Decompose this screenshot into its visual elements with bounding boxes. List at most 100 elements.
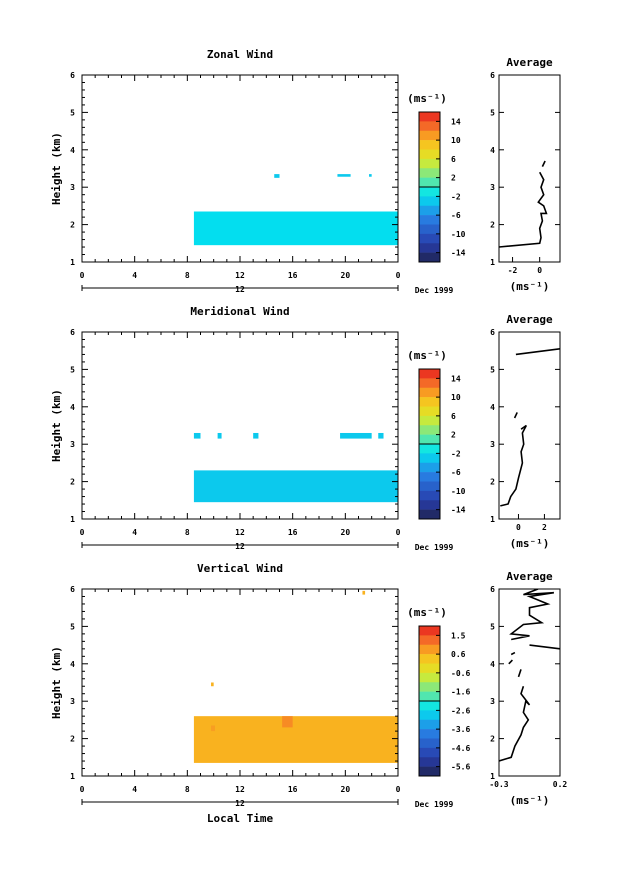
colorbar-band [419,490,440,501]
colorbar-band [419,729,440,739]
date-label: Dec 1999 [415,543,454,552]
x-tick-label: 0 [396,528,401,537]
y-tick-label: 4 [70,146,75,155]
average-y-tick-label: 3 [490,440,495,449]
average-y-tick-label: 2 [490,221,495,230]
colorbar-band [419,149,440,160]
panel-title: Zonal Wind [207,48,273,61]
heatmap-cell [211,682,214,687]
colorbar-band [419,168,440,178]
colorbar-band [419,747,440,758]
average-title: Average [506,570,553,583]
y-tick-label: 5 [70,108,75,117]
average-title: Average [506,313,553,326]
average-y-tick-label: 5 [490,108,495,117]
colorbar-band [419,654,440,664]
heatmap-cell [211,725,215,732]
colorbar-band [419,130,440,141]
average-frame [498,74,561,263]
average-profile-line [529,644,560,650]
y-tick-label: 5 [70,622,75,631]
x-tick-label: 16 [288,785,298,794]
average-profile-line [510,651,516,656]
heatmap-cell [217,432,222,439]
colorbar-tick-label: -14 [451,249,466,258]
x-tick-label: 0 [80,528,85,537]
x-tick-label: 8 [185,271,190,280]
colorbar-band [419,177,440,188]
x-tick-label: 0 [396,271,401,280]
colorbar-band [419,719,440,730]
average-x-tick-label: -2 [508,266,518,275]
heatmap-cell [193,470,398,503]
y-tick-label: 2 [70,735,75,744]
average-y-tick-label: 1 [490,258,495,267]
x-tick-label: 20 [341,785,351,794]
colorbar-band [419,635,440,646]
colorbar-band [419,672,440,683]
colorbar-tick-label: -10 [451,230,466,239]
average-title: Average [506,56,553,69]
colorbar-unit: (ms⁻¹) [407,606,447,619]
x-tick-label: 4 [132,528,137,537]
colorbar-tick-label: -1.6 [451,688,470,697]
heatmap-cell [340,432,372,439]
colorbar-band [419,481,440,492]
y-axis-label: Height (km) [50,132,63,205]
x-tick-label: 20 [341,271,351,280]
colorbar-tick-label: -2 [451,192,461,201]
colorbar-band [419,215,440,225]
colorbar-band [419,644,440,655]
heatmap-cell [274,174,280,178]
x-tick-label: 4 [132,271,137,280]
x-tick-label: 12 [235,528,245,537]
colorbar-band [419,387,440,398]
average-x-tick-label: 2 [542,523,547,532]
colorbar-band [419,112,440,122]
colorbar-band [419,500,440,510]
average-profile-line [513,412,518,419]
x-tick-label: 0 [80,271,85,280]
colorbar-band [419,663,440,674]
colorbar-tick-label: -14 [451,506,466,515]
average-x-axis-label: (ms⁻¹) [510,537,550,550]
colorbar-band [419,196,440,207]
average-y-tick-label: 6 [490,585,495,594]
colorbar-tick-label: 14 [451,117,461,126]
x-tick-label: 0 [396,785,401,794]
average-y-tick-label: 4 [490,146,495,155]
colorbar-tick-label: 14 [451,374,461,383]
x-tick-label: 8 [185,528,190,537]
x-tick-label: 4 [132,785,137,794]
date-axis-label: 12 [235,285,245,294]
colorbar-band [419,369,440,379]
average-profile-line [541,160,546,167]
average-y-tick-label: 2 [490,735,495,744]
colorbar-tick-label: -6 [451,211,461,220]
y-tick-label: 6 [70,328,75,337]
colorbar-band [419,140,440,150]
colorbar-tick-label: -10 [451,487,466,496]
x-tick-label: 16 [288,271,298,280]
average-y-tick-label: 5 [490,365,495,374]
heatmap-cell [193,716,398,763]
colorbar-tick-label: -4.6 [451,744,470,753]
y-tick-label: 1 [70,772,75,781]
heatmap-cell [193,211,398,246]
colorbar-tick-label: 10 [451,136,461,145]
average-profile-line [500,424,528,507]
colorbar-tick-label: -2 [451,449,461,458]
colorbar-band [419,710,440,721]
colorbar-unit: (ms⁻¹) [407,92,447,105]
colorbar-band [419,701,440,711]
colorbar-band [419,757,440,767]
average-y-tick-label: 3 [490,183,495,192]
colorbar-tick-label: 2 [451,174,456,183]
average-y-tick-label: 1 [490,772,495,781]
colorbar-tick-label: 2 [451,431,456,440]
y-axis-label: Height (km) [50,646,63,719]
colorbar-tick-label: 1.5 [451,631,466,640]
average-profile-line [537,75,539,76]
y-tick-label: 3 [70,440,75,449]
x-tick-label: 12 [235,785,245,794]
